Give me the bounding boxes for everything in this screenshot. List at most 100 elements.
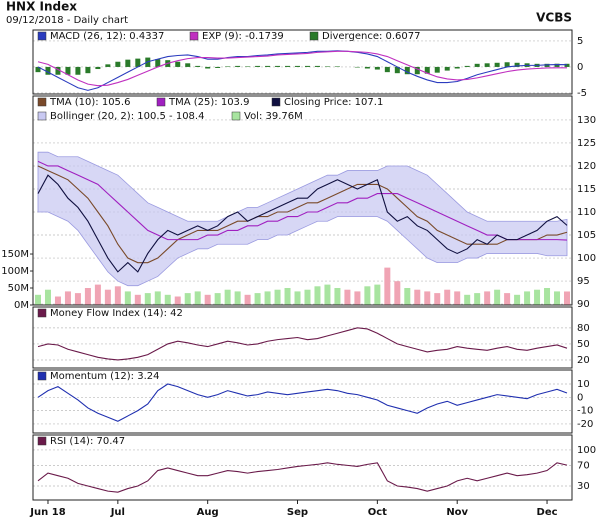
histogram-bar bbox=[444, 66, 450, 71]
volume-bar bbox=[354, 291, 361, 305]
volume-bar bbox=[94, 284, 101, 305]
volume-bar bbox=[554, 291, 561, 305]
histogram-bar bbox=[454, 66, 460, 69]
histogram-bar bbox=[504, 62, 510, 67]
y2-tick-label: 50M bbox=[8, 283, 29, 294]
chart-title: HNX Index bbox=[6, 0, 77, 14]
legend-label: Closing Price: 107.1 bbox=[284, 97, 383, 108]
volume-bar bbox=[474, 293, 481, 305]
volume-bar bbox=[464, 294, 471, 305]
histogram-bar bbox=[424, 66, 430, 74]
histogram-bar bbox=[105, 64, 111, 67]
legend-label: MACD (26, 12): 0.4337 bbox=[50, 31, 164, 42]
legend-swatch bbox=[37, 436, 47, 446]
histogram-bar bbox=[185, 63, 191, 67]
histogram-bar bbox=[564, 63, 570, 67]
bollinger-band bbox=[37, 151, 568, 287]
panel bbox=[33, 307, 572, 368]
histogram-bar bbox=[255, 65, 261, 67]
histogram-bar bbox=[434, 66, 440, 73]
histogram-bar bbox=[35, 66, 41, 73]
legend-swatch bbox=[231, 111, 241, 121]
volume-bar bbox=[394, 281, 401, 305]
y-tick-label: -10 bbox=[577, 406, 593, 417]
panel-border bbox=[32, 306, 573, 369]
y-tick-label: 105 bbox=[577, 230, 596, 241]
series-line bbox=[37, 160, 568, 241]
panel-border bbox=[32, 434, 573, 501]
volume-bar bbox=[134, 294, 141, 305]
y-tick-label: 5 bbox=[577, 36, 583, 47]
volume-bar bbox=[44, 289, 51, 305]
y-tick-label: 30 bbox=[577, 481, 590, 492]
y-tick-label: 125 bbox=[577, 138, 596, 149]
legend-swatch bbox=[309, 31, 319, 41]
y-tick-label: 0 bbox=[577, 392, 583, 403]
y-tick-label: 95 bbox=[577, 276, 590, 287]
histogram-bar bbox=[285, 65, 291, 67]
volume-bar bbox=[254, 293, 261, 305]
histogram-bar bbox=[394, 66, 400, 74]
series-line bbox=[37, 50, 568, 91]
series-line bbox=[37, 174, 568, 273]
x-tick-label: Nov bbox=[446, 507, 468, 518]
histogram-bar bbox=[85, 66, 91, 74]
histogram-bar bbox=[384, 66, 390, 73]
y-tick-label: -5 bbox=[577, 88, 587, 99]
panel-border bbox=[32, 95, 573, 306]
histogram-bar bbox=[205, 66, 211, 69]
y-tick-label: 70 bbox=[577, 460, 590, 471]
volume-bar bbox=[274, 289, 281, 305]
histogram-bar bbox=[295, 65, 301, 67]
y-tick-label: 100 bbox=[577, 445, 596, 456]
series-line bbox=[37, 327, 568, 361]
histogram-bar bbox=[195, 65, 201, 67]
volume-bar bbox=[564, 291, 570, 305]
series-line bbox=[37, 165, 568, 264]
legend-swatch bbox=[37, 111, 47, 121]
y-tick-label: 115 bbox=[577, 184, 596, 195]
histogram-bar bbox=[314, 65, 320, 67]
legend-label: TMA (10): 105.6 bbox=[49, 97, 130, 108]
y-tick-label: 50 bbox=[577, 339, 590, 350]
y-tick-label: 10 bbox=[577, 379, 590, 390]
series-line bbox=[37, 462, 568, 493]
volume-bar bbox=[234, 291, 241, 305]
volume-bar bbox=[434, 293, 441, 305]
volume-bar bbox=[204, 294, 211, 305]
histogram-bar bbox=[414, 66, 420, 75]
legend-label: RSI (14): 70.47 bbox=[50, 436, 125, 447]
histogram-bar bbox=[265, 65, 271, 67]
volume-bar bbox=[284, 288, 291, 305]
volume-bar bbox=[324, 284, 331, 305]
volume-bar bbox=[364, 286, 371, 305]
legend-swatch bbox=[37, 31, 47, 41]
volume-bar bbox=[414, 289, 421, 305]
y2-tick-label: 0M bbox=[14, 300, 29, 311]
volume-bar bbox=[344, 289, 351, 305]
panel bbox=[33, 435, 572, 500]
legend-swatch bbox=[37, 308, 47, 318]
y2-tick-label: 150M bbox=[1, 249, 29, 260]
x-tick-label: Sep bbox=[287, 507, 308, 518]
legend-label: Momentum (12): 3.24 bbox=[50, 371, 160, 382]
series-line bbox=[37, 383, 568, 422]
histogram-bar bbox=[65, 66, 71, 75]
histogram-bar bbox=[304, 65, 310, 67]
x-tick-label: Dec bbox=[537, 507, 558, 518]
volume-bar bbox=[484, 291, 491, 305]
volume-bar bbox=[404, 288, 411, 305]
histogram-bar bbox=[334, 66, 340, 67]
histogram-bar bbox=[55, 66, 61, 75]
y-tick-label: 100 bbox=[577, 253, 596, 264]
volume-bar bbox=[504, 293, 511, 305]
volume-bar bbox=[64, 291, 71, 305]
panel-border bbox=[32, 369, 573, 434]
legend-swatch bbox=[37, 371, 47, 381]
volume-bar bbox=[544, 288, 551, 305]
volume-bar bbox=[84, 288, 91, 305]
histogram-bar bbox=[115, 61, 121, 67]
volume-bar bbox=[104, 289, 111, 305]
histogram-bar bbox=[364, 66, 370, 69]
